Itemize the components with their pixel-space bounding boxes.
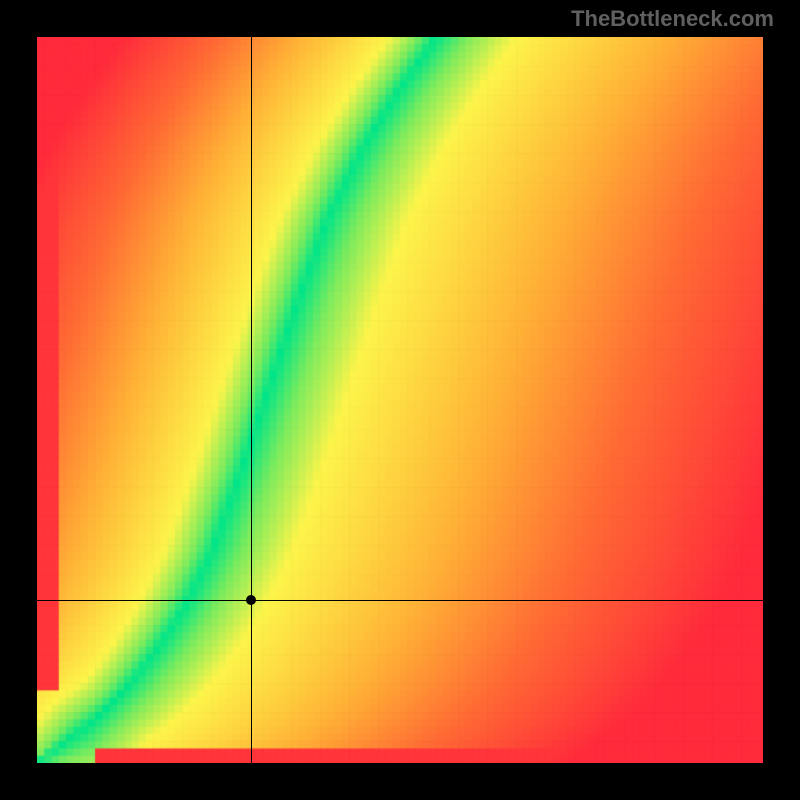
watermark-text: TheBottleneck.com — [571, 6, 774, 32]
plot-area — [37, 37, 763, 763]
crosshair-marker — [246, 595, 256, 605]
crosshair-horizontal — [37, 600, 763, 601]
bottleneck-heatmap — [37, 37, 763, 763]
crosshair-vertical — [251, 37, 252, 763]
